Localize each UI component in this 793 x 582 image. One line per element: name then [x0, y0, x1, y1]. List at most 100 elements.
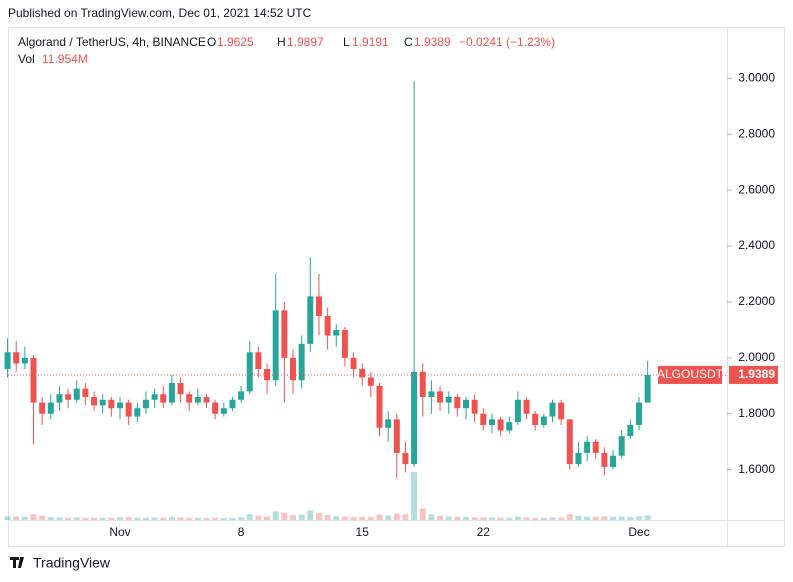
volume-bar [445, 516, 452, 520]
volume-label: Vol [18, 52, 35, 66]
volume-bar [82, 517, 89, 520]
candle-body [65, 394, 72, 400]
candle-body [125, 402, 132, 417]
volume-bar [532, 517, 539, 520]
volume-bar [290, 515, 296, 520]
volume-bar [627, 516, 634, 520]
candle-body [558, 402, 565, 420]
ohlc-label: C [404, 35, 413, 49]
volume-bar [523, 517, 530, 520]
candle-body [177, 383, 184, 395]
candle-body [160, 394, 167, 403]
volume-bar [592, 516, 599, 520]
volume-bar [134, 517, 141, 520]
candle-body [506, 422, 513, 431]
candle-body [549, 402, 556, 417]
x-tick-label: Dec [628, 525, 649, 539]
candle-body [584, 441, 591, 453]
volume-bar [4, 516, 11, 520]
volume-bar [411, 472, 418, 520]
ohlc-label: L [343, 35, 350, 49]
volume-bar [281, 512, 288, 520]
candle-body [514, 399, 521, 423]
volume-bar [584, 516, 591, 520]
y-tick-label: 2.0000 [738, 350, 775, 364]
candle-body [523, 399, 530, 414]
volume-bar [177, 517, 184, 520]
candle-body [134, 408, 141, 417]
candle-body [73, 388, 80, 400]
footer-logo [10, 557, 24, 568]
volume-bar [30, 514, 37, 520]
candle-body [393, 419, 400, 453]
candle-body [566, 419, 573, 465]
volume-bar [454, 516, 461, 520]
candle-body [385, 419, 392, 428]
published-note: Published on TradingView.com, Dec 01, 20… [8, 6, 312, 20]
candle-body [471, 399, 478, 414]
volume-bar [549, 517, 556, 520]
candle-body [13, 352, 20, 364]
candle-body [298, 343, 305, 381]
candle-body [445, 397, 452, 403]
candle-body [82, 388, 89, 397]
candle-body [47, 402, 54, 414]
volume-bar [359, 516, 366, 520]
volume-bar [142, 517, 149, 520]
volume-bar [264, 516, 271, 520]
volume-bar [497, 517, 504, 520]
candle-body [30, 357, 37, 403]
candle-body [117, 402, 123, 409]
candle-body [91, 397, 98, 406]
volume-bar [117, 517, 123, 520]
candle-body [454, 397, 461, 409]
candle-body [220, 408, 227, 414]
x-tick-label: Nov [109, 525, 130, 539]
candle-body [315, 296, 322, 316]
footer-brand: TradingView [33, 555, 111, 571]
candle-body [341, 329, 348, 358]
symbol-tag [658, 365, 722, 384]
candle-body [229, 399, 236, 409]
y-tick-label: 1.6000 [738, 462, 775, 476]
volume-bar [73, 517, 80, 520]
volume-bar [376, 514, 383, 520]
volume-bar [125, 517, 132, 520]
volume-bar [428, 514, 435, 520]
candle-body [290, 357, 296, 381]
volume-bar [558, 517, 565, 520]
change: −0.0241 (−1.23%) [459, 35, 555, 49]
volume-bar [298, 514, 305, 520]
volume-bar [151, 517, 158, 520]
chart-frame [8, 27, 785, 547]
candle-body [480, 413, 487, 425]
volume-bar [437, 515, 444, 520]
volume-bar [324, 515, 331, 520]
volume-bar [56, 517, 63, 520]
candle-body [255, 352, 262, 370]
candle-body [540, 416, 547, 425]
candle-body [627, 424, 634, 437]
candle-body [272, 310, 279, 381]
volume-bar [463, 517, 469, 520]
candle-body [532, 413, 539, 425]
volume-bar [194, 517, 201, 520]
price-tag [729, 365, 778, 384]
candle-body [644, 374, 651, 403]
candle-body [4, 352, 11, 370]
volume-bar [47, 517, 54, 520]
candle-body [497, 419, 504, 431]
volume-bar [644, 515, 651, 520]
volume-bar [367, 516, 374, 520]
candle-body [350, 357, 357, 370]
candle-body [56, 394, 63, 403]
candle-body [324, 315, 331, 336]
candle-body [618, 436, 625, 456]
volume-bar [419, 508, 426, 520]
candle-body [463, 399, 469, 409]
candle-body [419, 371, 426, 397]
y-tick-label: 1.8000 [738, 406, 775, 420]
volume-bar [220, 518, 227, 520]
volume-bar [13, 516, 20, 520]
